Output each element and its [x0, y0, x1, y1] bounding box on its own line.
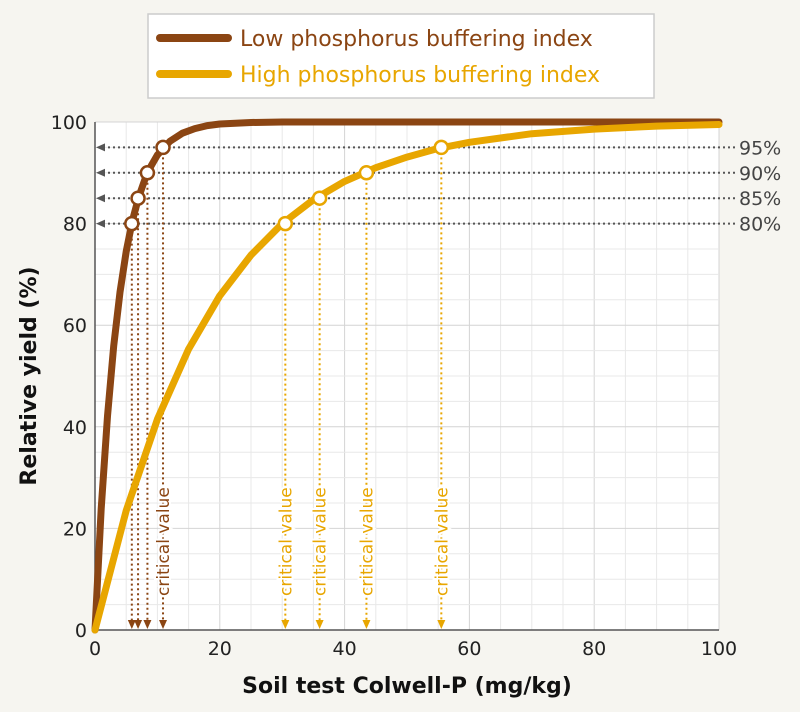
- legend-label-low: Low phosphorus buffering index: [240, 27, 593, 52]
- series-line-high-pbi: [91, 121, 723, 634]
- x-tick-label: 20: [208, 638, 232, 660]
- axes: [94, 122, 719, 631]
- x-tick-label: 80: [582, 638, 606, 660]
- reference-level-labels: 95% 90% 85% 80%: [739, 137, 781, 235]
- reference-level-label: 85%: [739, 188, 781, 210]
- critical-value-arrowhead: [315, 620, 324, 629]
- critical-point-high: [358, 165, 375, 181]
- critical-value-arrowhead: [362, 620, 371, 629]
- reference-arrowhead: [96, 219, 105, 228]
- reference-arrowhead: [96, 168, 105, 177]
- x-tick-label: 100: [701, 638, 737, 660]
- critical-value-lines: critical value critical value critical val…: [127, 147, 454, 629]
- critical-value-label: critical value: [432, 487, 452, 596]
- reference-arrowhead: [96, 143, 105, 152]
- critical-point-low: [155, 139, 171, 156]
- critical-value-arrowhead: [281, 620, 290, 629]
- critical-point-high: [433, 139, 450, 156]
- critical-value-arrowhead: [143, 620, 152, 629]
- legend-box: [147, 13, 655, 99]
- y-tick-label: 100: [51, 112, 87, 134]
- critical-point-low: [139, 165, 156, 181]
- critical-value-label: critical value: [311, 487, 331, 596]
- critical-value-arrowhead: [159, 620, 168, 629]
- y-tick-label: 60: [63, 315, 87, 337]
- critical-value-arrowhead: [437, 620, 446, 629]
- reference-level-label: 95%: [739, 137, 781, 159]
- critical-value-arrowhead: [127, 620, 136, 629]
- critical-point-low: [124, 215, 140, 232]
- critical-point-high: [311, 190, 328, 206]
- x-axis-title: Soil test Colwell-P (mg/kg): [242, 674, 572, 699]
- y-tick-label: 0: [75, 620, 87, 642]
- y-tick-label: 20: [63, 518, 87, 540]
- critical-value-label: critical value: [357, 487, 377, 596]
- reference-arrowhead: [96, 194, 105, 203]
- reference-level-label: 80%: [739, 214, 781, 236]
- y-axis-title: Relative yield (%): [17, 266, 42, 485]
- critical-point-low: [130, 190, 146, 206]
- critical-point-markers: [124, 139, 450, 232]
- critical-point-high: [277, 215, 294, 232]
- reference-lines: [96, 143, 735, 228]
- critical-value-label: critical value: [154, 487, 174, 596]
- legend: Low phosphorus buffering index High phos…: [147, 13, 655, 99]
- x-tick-label: 40: [333, 638, 357, 660]
- tick-labels: 0 20 40 60 80 100 0 20 40 60 80 100: [51, 112, 737, 660]
- x-tick-label: 60: [457, 638, 481, 660]
- critical-value-label: critical value: [276, 487, 296, 596]
- critical-value-arrowhead: [134, 620, 143, 629]
- x-tick-label: 0: [89, 638, 101, 660]
- y-tick-label: 80: [63, 214, 87, 236]
- legend-label-high: High phosphorus buffering index: [240, 63, 600, 88]
- reference-level-label: 90%: [739, 163, 781, 185]
- y-tick-label: 40: [63, 417, 87, 439]
